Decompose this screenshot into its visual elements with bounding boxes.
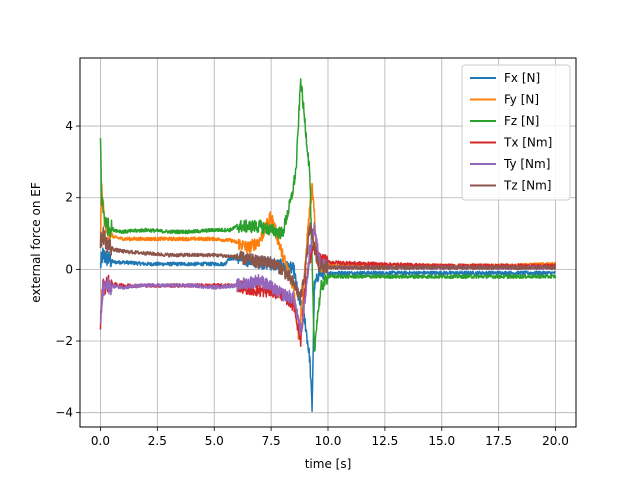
x-tick-label: 20.0 [542, 434, 569, 448]
x-tick-label: 15.0 [428, 434, 455, 448]
y-tick-label: 2 [65, 191, 73, 205]
y-axis-label: external force on EF [29, 182, 43, 303]
ticks: 0.0 2.5 5.0 7.5 10.0 12.5 15.0 17.5 20.0 −4 −2 0 2 4 [55, 119, 569, 448]
legend-entry: Fy [N] [504, 93, 539, 107]
x-tick-label: 10.0 [315, 434, 342, 448]
series-lines [99, 78, 557, 413]
x-tick-label: 2.5 [148, 434, 167, 448]
x-tick-label: 0.0 [91, 434, 110, 448]
legend: Fx [N] Fy [N] Fz [N] Tx [Nm] Ty [Nm] Tz [Nm] [461, 64, 571, 201]
legend-entry: Fz [N] [504, 114, 539, 128]
y-tick-label: −2 [55, 334, 73, 348]
series-line-fz-n [99, 78, 557, 353]
legend-entry: Ty [Nm] [503, 157, 550, 171]
x-axis-label: time [s] [305, 457, 352, 471]
series-line-tz-nm [99, 222, 557, 301]
y-tick-label: 4 [65, 119, 73, 133]
y-tick-label: 0 [65, 262, 73, 276]
x-tick-label: 12.5 [372, 434, 399, 448]
legend-entry: Tz [Nm] [503, 179, 551, 193]
legend-entry: Tx [Nm] [503, 136, 552, 150]
x-tick-label: 5.0 [205, 434, 224, 448]
x-tick-label: 17.5 [485, 434, 512, 448]
y-tick-label: −4 [55, 406, 73, 420]
x-tick-label: 7.5 [262, 434, 281, 448]
legend-entry: Fx [N] [504, 71, 540, 85]
